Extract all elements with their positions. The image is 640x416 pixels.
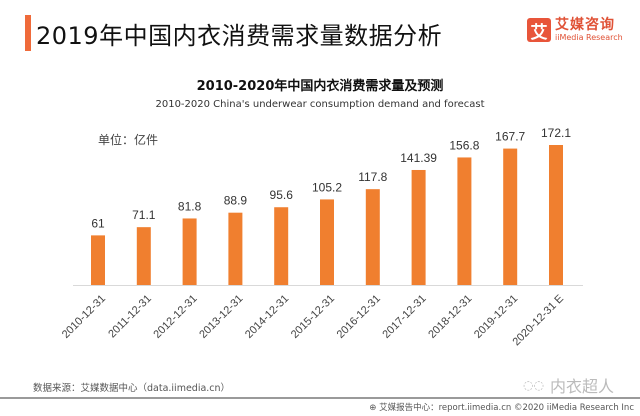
watermark-text: 内衣超人	[549, 377, 614, 396]
x-tick-label: 2017-12-31	[380, 293, 428, 341]
footer-text: 艾媒报告中心：report.iimedia.cn ©2020 iiMedia R…	[379, 403, 634, 413]
bar-2011-12-31	[136, 227, 151, 285]
data-label: 71.1	[132, 208, 156, 222]
logo-name-en: iiMedia Research	[555, 33, 623, 42]
data-label: 95.6	[270, 188, 294, 202]
x-tick-label: 2012-12-31	[151, 293, 199, 341]
bar-2010-12-31	[91, 235, 105, 285]
data-label: 141.39	[400, 151, 437, 165]
bar-2019-12-31	[503, 148, 518, 285]
data-label: 61	[91, 216, 105, 230]
data-label: 167.7	[495, 130, 525, 144]
bar-2014-12-31	[274, 207, 289, 285]
data-label: 172.1	[541, 126, 571, 140]
bar-2017-12-31	[411, 169, 426, 285]
x-tick-label: 2015-12-31	[289, 293, 337, 341]
x-tick-label: 2019-12-31	[472, 293, 520, 341]
page-title: 2019年中国内衣消费需求量数据分析	[36, 22, 443, 50]
data-label: 88.9	[224, 194, 248, 208]
data-label: 156.8	[449, 138, 479, 152]
x-tick-label: 2010-12-31	[60, 293, 108, 341]
x-tick-label: 2011-12-31	[106, 293, 154, 341]
brand-logo: 艾 艾媒咨询 iiMedia Research	[527, 17, 623, 43]
logo-name-cn: 艾媒咨询	[555, 17, 615, 33]
data-label: 81.8	[178, 199, 202, 213]
data-source: 数据来源：艾媒数据中心（data.iimedia.cn）	[33, 383, 231, 394]
x-tick-label: 2016-12-31	[335, 293, 383, 341]
unit-label: 单位：亿件	[98, 133, 159, 147]
x-tick-label: 2013-12-31	[197, 293, 245, 341]
data-label: 117.8	[358, 170, 387, 184]
logo-mark-icon: 艾	[527, 18, 551, 43]
bar-2015-12-31	[320, 199, 334, 285]
bar-2016-12-31	[365, 189, 380, 285]
watermark: ◌◌ 内衣超人	[523, 373, 614, 397]
globe-icon: ⊕	[369, 403, 380, 413]
bar-2018-12-31	[457, 157, 472, 285]
data-label: 105.2	[312, 180, 342, 194]
x-tick-label: 2018-12-31	[426, 293, 474, 341]
x-tick-label: 2014-12-31	[243, 293, 291, 341]
chart-title: 2010-2020年中国内衣消费需求量及预测	[196, 79, 444, 94]
chart-subtitle: 2010-2020 China's underwear consumption …	[155, 99, 485, 110]
title-accent-bar	[25, 15, 31, 51]
bar-2012-12-31	[182, 218, 197, 285]
bar-2020-12-31 E	[549, 145, 563, 285]
bar-2013-12-31	[228, 212, 243, 285]
wechat-icon: ◌◌	[523, 378, 544, 392]
footer-divider	[0, 397, 640, 399]
footer: ⊕ 艾媒报告中心：report.iimedia.cn ©2020 iiMedia…	[369, 401, 634, 413]
